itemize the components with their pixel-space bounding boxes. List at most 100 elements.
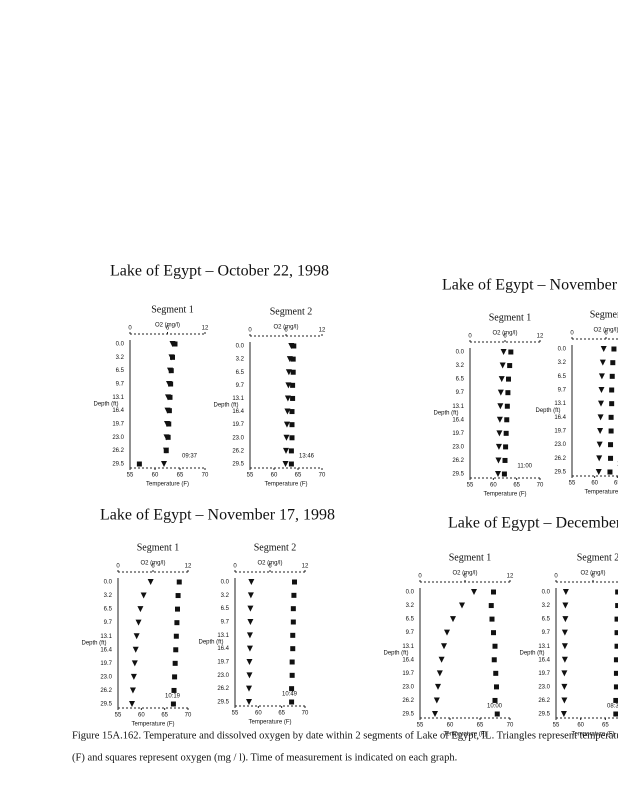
depth-tick-label: 3.2 bbox=[542, 603, 551, 609]
temperature-marker bbox=[597, 414, 604, 421]
oxygen-tick-label: 6 bbox=[604, 331, 608, 337]
temp-tick-label: 60 bbox=[138, 713, 145, 719]
depth-tick-label: 16.4 bbox=[100, 647, 112, 653]
temperature-marker bbox=[129, 701, 135, 707]
oxygen-tick-label: 6 bbox=[591, 574, 595, 580]
temp-tick-label: 65 bbox=[177, 473, 184, 479]
measurement-time: 10:19 bbox=[165, 694, 181, 700]
depth-tick-label: 0.0 bbox=[236, 344, 245, 350]
oxygen-marker bbox=[168, 381, 174, 387]
temperature-marker bbox=[498, 376, 505, 383]
depth-tick-label: 0.0 bbox=[406, 590, 415, 596]
depth-tick-label: 13.1 bbox=[538, 644, 550, 650]
oxygen-marker bbox=[502, 457, 508, 463]
oxygen-marker bbox=[610, 360, 616, 366]
oxygen-axis-label: O2 (mg/l) bbox=[273, 325, 298, 331]
temperature-marker bbox=[130, 673, 137, 680]
temp-tick-label: 55 bbox=[569, 481, 576, 487]
oxygen-tick-label: 0 bbox=[233, 564, 237, 570]
oxygen-marker bbox=[503, 444, 509, 450]
oxygen-marker bbox=[506, 376, 511, 382]
oxygen-marker bbox=[173, 647, 179, 653]
depth-tick-label: 29.5 bbox=[112, 462, 124, 468]
temp-tick-label: 65 bbox=[295, 473, 302, 479]
oxygen-marker bbox=[171, 687, 177, 693]
depth-tick-label: 3.2 bbox=[104, 593, 113, 599]
depth-tick-label: 13.1 bbox=[112, 395, 124, 401]
temperature-marker bbox=[282, 461, 289, 467]
depth-axis-label: Depth (ft) bbox=[213, 403, 238, 409]
depth-tick-label: 6.5 bbox=[116, 368, 125, 374]
temperature-marker bbox=[561, 629, 568, 636]
oxygen-marker bbox=[290, 382, 296, 388]
depth-tick-label: 0.0 bbox=[456, 350, 465, 356]
depth-tick-label: 29.5 bbox=[232, 462, 244, 468]
oxygen-marker bbox=[492, 697, 498, 703]
temperature-marker bbox=[499, 362, 506, 369]
measurement-time: 09:37 bbox=[182, 454, 198, 460]
temperature-marker bbox=[285, 382, 292, 389]
segment-label: Segment 1 bbox=[151, 304, 194, 315]
oxygen-axis-label: O2 (mg/l) bbox=[140, 561, 165, 567]
depth-tick-label: 9.7 bbox=[406, 630, 415, 636]
temp-tick-label: 55 bbox=[115, 713, 122, 719]
temp-tick-label: 65 bbox=[602, 723, 609, 729]
oxygen-tick-label: 12 bbox=[507, 574, 514, 580]
segment-label: Segment 1 bbox=[137, 542, 180, 553]
temp-axis-label: Temperature (F) bbox=[248, 720, 291, 726]
temperature-marker bbox=[596, 455, 603, 462]
temperature-marker bbox=[283, 447, 289, 454]
oxygen-marker bbox=[290, 606, 296, 612]
temp-axis-label: Temperature (F) bbox=[131, 722, 174, 728]
temperature-marker bbox=[247, 619, 254, 625]
temperature-marker bbox=[435, 683, 441, 690]
depth-tick-label: 9.7 bbox=[236, 383, 245, 389]
oxygen-marker bbox=[172, 660, 178, 666]
oxygen-marker bbox=[608, 455, 614, 461]
depth-tick-label: 23.0 bbox=[112, 435, 124, 441]
oxygen-tick-label: 0 bbox=[418, 574, 422, 580]
temperature-marker bbox=[147, 579, 154, 585]
depth-tick-label: 3.2 bbox=[236, 357, 245, 363]
depth-tick-label: 29.5 bbox=[554, 470, 566, 476]
temperature-marker bbox=[598, 373, 605, 380]
oxygen-marker bbox=[174, 620, 180, 626]
depth-tick-label: 29.5 bbox=[402, 712, 414, 718]
oxygen-marker bbox=[608, 428, 614, 434]
temp-tick-label: 60 bbox=[591, 481, 598, 487]
oxygen-marker bbox=[609, 401, 615, 407]
temperature-marker bbox=[284, 395, 291, 402]
temperature-marker bbox=[246, 685, 252, 692]
segment-label: Segment 1 bbox=[489, 312, 532, 323]
temp-tick-label: 60 bbox=[577, 723, 584, 729]
temperature-marker bbox=[247, 592, 254, 599]
temperature-marker bbox=[497, 389, 504, 396]
temperature-marker bbox=[561, 643, 568, 650]
oxygen-marker bbox=[614, 616, 618, 622]
depth-tick-label: 26.2 bbox=[402, 698, 414, 704]
temperature-marker bbox=[246, 672, 253, 679]
depth-tick-label: 9.7 bbox=[116, 382, 125, 388]
depth-axis-label: Depth (ft) bbox=[198, 640, 223, 646]
temperature-marker bbox=[595, 469, 602, 475]
oxygen-tick-label: 6 bbox=[284, 328, 288, 334]
oxygen-marker bbox=[504, 417, 510, 423]
depth-tick-label: 23.0 bbox=[232, 435, 244, 441]
depth-tick-label: 13.1 bbox=[217, 633, 229, 639]
depth-tick-label: 29.5 bbox=[100, 702, 112, 708]
temperature-marker bbox=[283, 434, 290, 441]
oxygen-marker bbox=[614, 630, 618, 636]
oxygen-marker bbox=[290, 632, 296, 638]
temperature-marker bbox=[129, 687, 136, 694]
depth-tick-label: 23.0 bbox=[100, 674, 112, 680]
temp-tick-label: 60 bbox=[490, 483, 497, 489]
oxygen-marker bbox=[615, 589, 618, 595]
temp-tick-label: 70 bbox=[185, 713, 192, 719]
depth-tick-label: 6.5 bbox=[236, 370, 245, 376]
depth-tick-label: 23.0 bbox=[402, 684, 414, 690]
depth-tick-label: 23.0 bbox=[452, 444, 464, 450]
depth-tick-label: 29.5 bbox=[217, 700, 229, 706]
depth-tick-label: 29.5 bbox=[538, 712, 550, 718]
oxygen-marker bbox=[491, 589, 496, 595]
